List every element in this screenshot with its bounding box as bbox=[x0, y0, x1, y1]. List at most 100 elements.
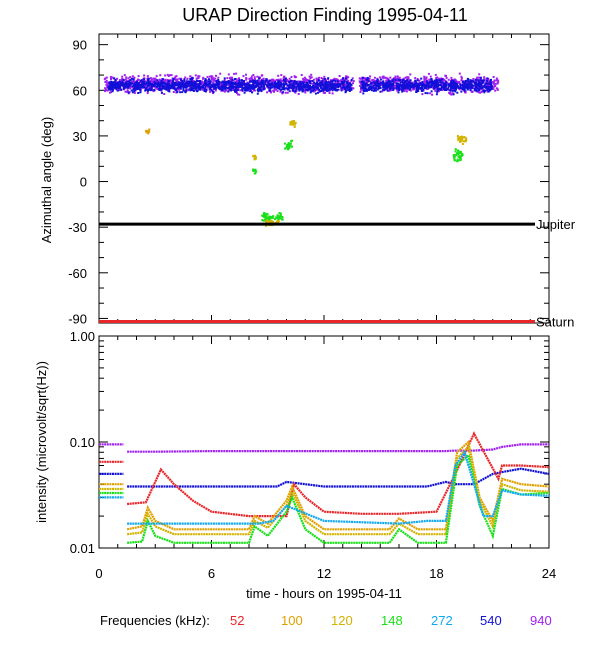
azimuth-point bbox=[233, 89, 236, 92]
azimuth-point bbox=[451, 84, 454, 87]
azimuth-point bbox=[448, 84, 450, 87]
azimuth-point bbox=[253, 172, 256, 175]
azimuth-point bbox=[219, 83, 222, 86]
azimuth-point bbox=[472, 80, 475, 83]
azimuth-point bbox=[217, 82, 220, 85]
azimuth-point bbox=[436, 76, 439, 79]
azimuth-point bbox=[329, 82, 332, 85]
azimuth-point bbox=[126, 86, 129, 89]
azimuth-point bbox=[268, 88, 271, 91]
azimuth-point bbox=[479, 80, 482, 83]
azimuth-point bbox=[229, 81, 232, 83]
azimuth-point bbox=[202, 82, 205, 85]
azimuth-point bbox=[305, 84, 308, 87]
azimuth-point bbox=[310, 86, 313, 89]
azimuth-point bbox=[343, 86, 346, 89]
azimuth-point bbox=[347, 84, 350, 87]
azimuth-point bbox=[206, 76, 209, 79]
azimuth-point bbox=[109, 91, 111, 94]
azimuth-point bbox=[383, 89, 386, 92]
azimuth-point bbox=[152, 83, 155, 86]
azimuth-point bbox=[275, 220, 278, 223]
azimuth-point bbox=[273, 83, 276, 86]
azimuth-point bbox=[423, 80, 426, 83]
azimuth-point bbox=[109, 84, 112, 87]
azimuth-point bbox=[410, 85, 413, 88]
azimuth-point bbox=[460, 154, 463, 157]
azimuth-point bbox=[334, 89, 337, 92]
azimuth-point bbox=[111, 83, 113, 86]
azimuth-point bbox=[458, 87, 461, 89]
azimuth-point bbox=[453, 78, 456, 81]
azimuth-point bbox=[262, 88, 265, 91]
azimuth-point bbox=[432, 82, 435, 85]
legend-item-540-khz: 540 bbox=[480, 613, 502, 628]
azimuth-point bbox=[179, 87, 182, 90]
azimuth-point bbox=[411, 81, 414, 84]
azimuth-point bbox=[393, 85, 396, 88]
azimuth-point bbox=[480, 90, 483, 93]
azimuth-point bbox=[266, 91, 269, 94]
legend-item-52-khz: 52 bbox=[230, 613, 244, 628]
azimuth-point bbox=[117, 86, 120, 89]
azimuth-point bbox=[235, 78, 238, 81]
azimuth-point bbox=[401, 84, 404, 87]
azimuth-point bbox=[305, 89, 308, 91]
azimuth-point bbox=[437, 77, 440, 80]
azimuth-point bbox=[476, 76, 479, 79]
azimuth-point bbox=[375, 88, 378, 91]
azimuth-point bbox=[177, 85, 180, 88]
azimuth-point bbox=[294, 76, 297, 79]
azimuth-point bbox=[405, 84, 408, 87]
azimuth-point bbox=[253, 85, 256, 88]
azimuth-point bbox=[284, 82, 287, 85]
azimuth-point bbox=[405, 90, 408, 93]
azimuth-point bbox=[290, 79, 293, 82]
azimuth-point bbox=[386, 81, 389, 84]
azimuth-point bbox=[224, 83, 227, 86]
azimuth-point bbox=[210, 75, 213, 78]
azimuth-point bbox=[128, 83, 131, 85]
azimuth-point bbox=[453, 89, 456, 92]
azimuth-point bbox=[234, 78, 236, 80]
azimuth-point bbox=[257, 90, 260, 93]
azimuth-point bbox=[223, 90, 226, 93]
azimuth-point bbox=[312, 90, 315, 93]
azimuth-point bbox=[212, 77, 215, 80]
azimuth-point bbox=[265, 212, 267, 215]
azimuth-point bbox=[125, 81, 128, 84]
azimuth-point bbox=[403, 80, 406, 83]
azimuth-point bbox=[279, 78, 282, 81]
azimuth-point bbox=[327, 81, 330, 84]
figure-title: URAP Direction Finding 1995-04-11 bbox=[182, 5, 468, 25]
azimuth-point bbox=[136, 78, 139, 81]
azimuth-point bbox=[454, 87, 457, 89]
azimuth-point bbox=[130, 89, 133, 92]
azimuth-point bbox=[398, 85, 401, 88]
azimuth-point bbox=[130, 77, 133, 80]
azimuth-point bbox=[174, 82, 176, 84]
azimuth-point bbox=[262, 80, 265, 83]
azimuth-point bbox=[348, 85, 351, 88]
azimuth-point bbox=[153, 84, 156, 87]
azimuth-point bbox=[247, 83, 250, 86]
azimuth-point bbox=[247, 85, 249, 88]
azimuth-point bbox=[424, 85, 427, 88]
azimuth-point bbox=[445, 74, 447, 77]
azimuth-point bbox=[133, 80, 136, 83]
azimuth-point bbox=[471, 80, 473, 83]
azimuth-point bbox=[264, 80, 267, 83]
azimuth-point bbox=[267, 218, 270, 221]
azimuth-point bbox=[281, 88, 284, 90]
azimuth-point bbox=[152, 77, 155, 80]
azimuth-point bbox=[160, 91, 163, 94]
azimuth-point bbox=[204, 81, 207, 84]
azimuth-point bbox=[430, 84, 433, 87]
azimuth-point bbox=[172, 78, 175, 80]
azimuth-point bbox=[129, 87, 132, 90]
azimuth-point bbox=[388, 83, 391, 86]
azimuth-point bbox=[412, 86, 415, 89]
azimuth-point bbox=[260, 90, 263, 93]
azimuth-point bbox=[470, 87, 473, 90]
azimuth-point bbox=[431, 93, 434, 96]
